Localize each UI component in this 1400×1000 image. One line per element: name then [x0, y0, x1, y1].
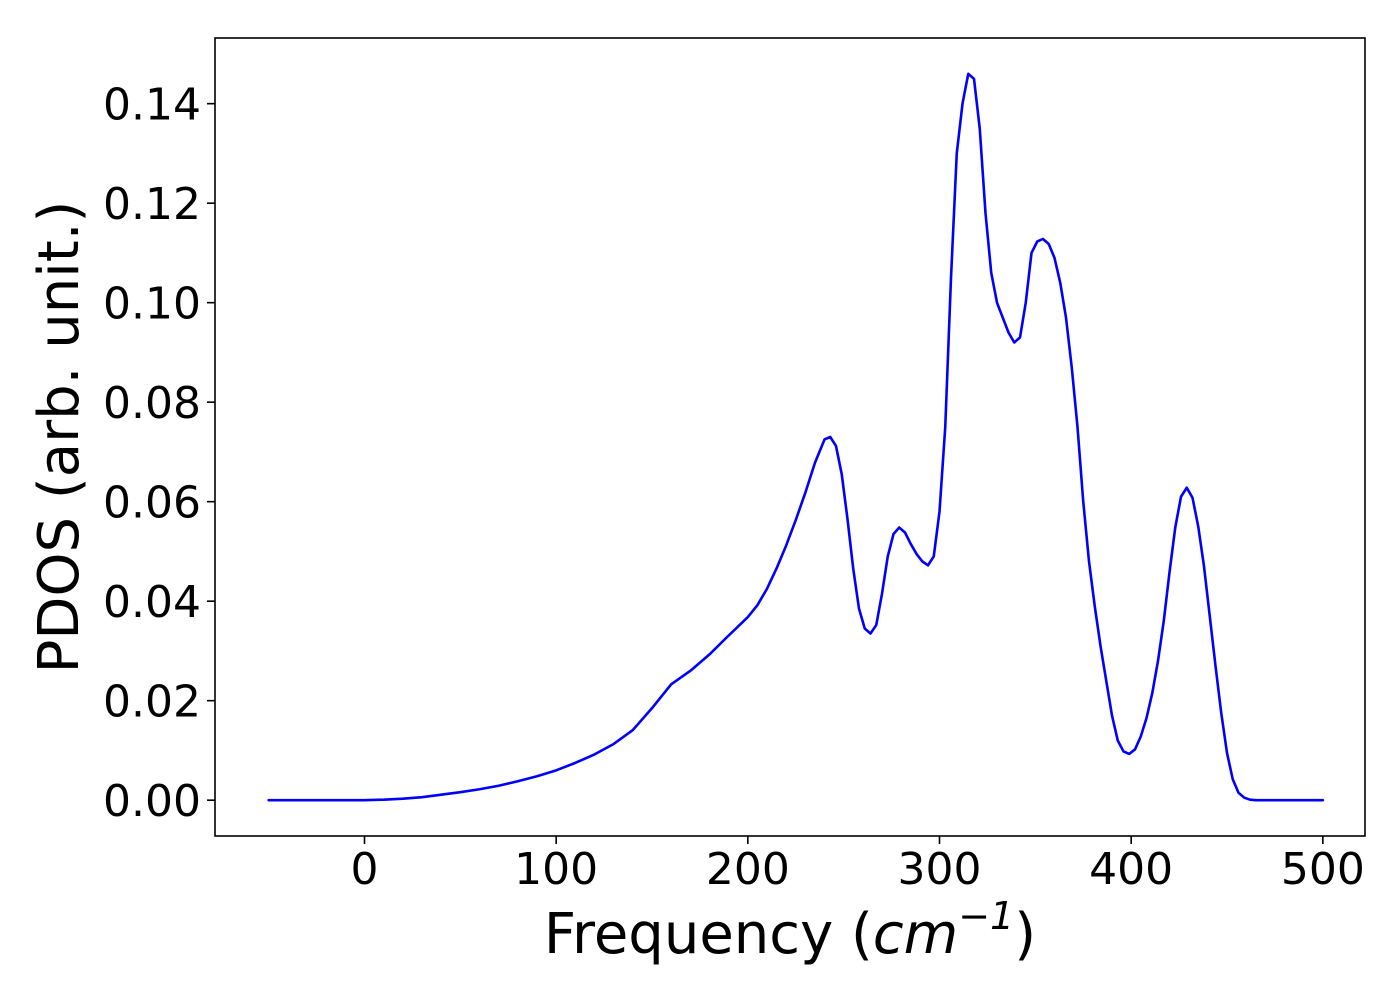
x-tick-label: 100	[514, 844, 598, 895]
pdos-series-line	[267, 72, 1325, 802]
y-tick-label: 0.08	[103, 378, 201, 429]
y-axis-ticks: 0.00 0.02 0.04 0.06 0.08 0.10 0.12 0.14	[103, 80, 215, 827]
x-tick-label: 500	[1281, 844, 1365, 895]
x-tick-label: 300	[898, 844, 982, 895]
x-axis-label: Frequency (cm−1)	[544, 894, 1036, 967]
plot-frame	[214, 37, 1366, 837]
y-tick-label: 0.00	[103, 776, 201, 827]
x-tick-label: 400	[1089, 844, 1173, 895]
y-tick-label: 0.04	[103, 577, 201, 628]
x-tick-label: 0	[351, 844, 379, 895]
y-tick-label: 0.12	[103, 179, 201, 230]
y-tick-label: 0.10	[103, 279, 201, 330]
y-tick-label: 0.14	[103, 80, 201, 131]
y-axis-label: PDOS (arb. unit.)	[27, 201, 92, 674]
y-tick-label: 0.06	[103, 478, 201, 529]
x-tick-label: 200	[706, 844, 790, 895]
y-tick-label: 0.02	[103, 677, 201, 728]
series-layer	[267, 72, 1325, 802]
x-axis-ticks: 0 100 200 300 400 500	[351, 836, 1365, 895]
